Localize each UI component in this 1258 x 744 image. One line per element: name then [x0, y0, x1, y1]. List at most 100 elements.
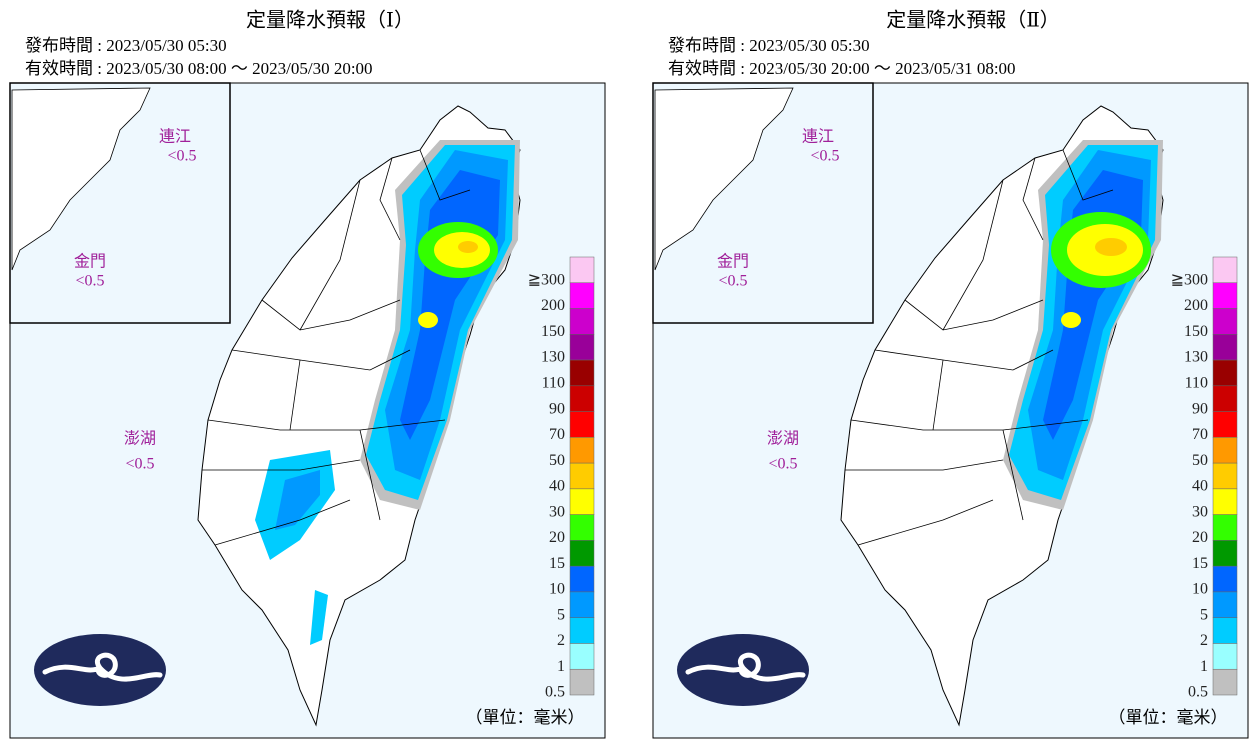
- rain-orange: [1095, 238, 1127, 256]
- legend-label: 0.5: [1188, 684, 1208, 701]
- island-name: 金門: [74, 253, 106, 271]
- legend-label: 10: [1192, 581, 1208, 598]
- legend-label: 130: [1184, 349, 1208, 366]
- legend-swatch: [569, 437, 595, 464]
- rain-sw-core: [275, 470, 320, 530]
- legend-label: 70: [549, 426, 565, 443]
- legend-label: 15: [549, 555, 565, 572]
- legend-label: 40: [549, 478, 565, 495]
- island-value: <0.5: [125, 456, 154, 473]
- legend-swatch: [569, 282, 595, 309]
- legend-label: 20: [1192, 529, 1208, 546]
- valid-time: 有效時間 : 2023/05/30 08:00 ～ 2023/05/30 20:…: [25, 59, 373, 78]
- island-value: <0.5: [75, 273, 104, 290]
- cwb-logo-swirl: [685, 652, 806, 682]
- legend-swatch: [569, 462, 595, 490]
- panel-title: 定量降水預報（Ⅰ）: [246, 9, 414, 32]
- legend-label: ≧300: [1171, 271, 1208, 288]
- legend-label: 30: [549, 503, 565, 520]
- legend-swatch: [569, 411, 595, 438]
- legend-swatch: [1212, 308, 1238, 335]
- legend-label: 10: [549, 581, 565, 598]
- legend-swatch: [1212, 514, 1238, 541]
- legend-swatch: [1212, 591, 1238, 618]
- legend-label: 70: [1192, 426, 1208, 443]
- legend-swatch: [1212, 668, 1238, 696]
- legend-label: 200: [541, 297, 565, 314]
- island-name: 連江: [159, 128, 191, 146]
- island-name: 金門: [717, 253, 749, 271]
- island-name: 連江: [802, 128, 834, 146]
- legend-label: 2: [557, 632, 565, 649]
- legend-swatch: [1212, 359, 1238, 387]
- legend-label: 50: [1192, 452, 1208, 469]
- legend-swatch: [569, 565, 595, 593]
- legend-swatch: [1212, 565, 1238, 593]
- legend-swatch: [569, 643, 595, 670]
- legend-label: 15: [1192, 555, 1208, 572]
- issue-time: 發布時間 : 2023/05/30 05:30: [25, 36, 227, 55]
- rain-spot: [418, 312, 438, 328]
- island-value: <0.5: [768, 456, 797, 473]
- legend-label: 5: [1200, 606, 1208, 623]
- legend-label: ≧300: [528, 271, 565, 288]
- legend-swatch: [1212, 385, 1238, 412]
- legend-label: 150: [541, 323, 565, 340]
- rain-orange: [458, 241, 478, 253]
- island-value: <0.5: [167, 148, 196, 165]
- legend-swatch: [569, 540, 595, 567]
- legend-swatch: [1212, 411, 1238, 438]
- forecast-panel: 定量降水預報（Ⅱ） 發布時間 : 2023/05/30 05:30 有效時間 : 2…: [652, 9, 1249, 739]
- rain-south: [310, 590, 328, 645]
- legend-swatch: [569, 514, 595, 541]
- inset-coast: [11, 87, 151, 271]
- legend-swatch: [1212, 540, 1238, 567]
- legend-swatch: [1212, 256, 1238, 284]
- legend-swatch: [569, 256, 595, 284]
- legend-swatch: [1212, 282, 1238, 309]
- legend-swatch: [569, 359, 595, 387]
- legend-label: 20: [549, 529, 565, 546]
- legend-swatch: [569, 308, 595, 335]
- rain-spot: [1061, 312, 1081, 328]
- panel-title: 定量降水預報（Ⅱ）: [886, 9, 1060, 32]
- legend-label: 1: [557, 658, 565, 675]
- legend-swatch: [569, 488, 595, 515]
- legend-label: 150: [1184, 323, 1208, 340]
- legend-label: 5: [557, 606, 565, 623]
- valid-time: 有效時間 : 2023/05/30 20:00 ～ 2023/05/31 08:…: [668, 59, 1016, 78]
- legend-swatch: [569, 591, 595, 618]
- legend-label: 50: [549, 452, 565, 469]
- unit-label: （單位：毫米）: [466, 708, 585, 727]
- legend-label: 2: [1200, 632, 1208, 649]
- legend-swatch: [569, 385, 595, 412]
- legend-label: 110: [1185, 374, 1208, 391]
- island-name: 澎湖: [767, 430, 799, 448]
- legend-label: 30: [1192, 503, 1208, 520]
- legend-label: 90: [549, 400, 565, 417]
- legend-swatch: [1212, 437, 1238, 464]
- legend-swatch: [569, 668, 595, 696]
- legend-swatch: [569, 334, 595, 361]
- legend-label: 0.5: [545, 684, 565, 701]
- legend-label: 1: [1200, 658, 1208, 675]
- forecast-panel: 定量降水預報（Ⅰ） 發布時間 : 2023/05/30 05:30 有效時間 : 2…: [9, 9, 606, 739]
- legend-label: 110: [542, 374, 565, 391]
- cwb-logo-swirl: [42, 652, 163, 682]
- legend-swatch: [1212, 488, 1238, 515]
- legend-swatch: [569, 617, 595, 644]
- inset-coast: [654, 87, 794, 271]
- county-borders: [202, 149, 471, 546]
- legend-label: 200: [1184, 297, 1208, 314]
- legend-swatch: [1212, 617, 1238, 644]
- issue-time: 發布時間 : 2023/05/30 05:30: [668, 36, 870, 55]
- island-value: <0.5: [810, 148, 839, 165]
- county-borders: [845, 149, 1114, 546]
- legend-swatch: [1212, 334, 1238, 361]
- unit-label: （單位：毫米）: [1109, 708, 1228, 727]
- island-value: <0.5: [718, 273, 747, 290]
- legend-label: 90: [1192, 400, 1208, 417]
- island-name: 澎湖: [124, 430, 156, 448]
- legend-label: 40: [1192, 478, 1208, 495]
